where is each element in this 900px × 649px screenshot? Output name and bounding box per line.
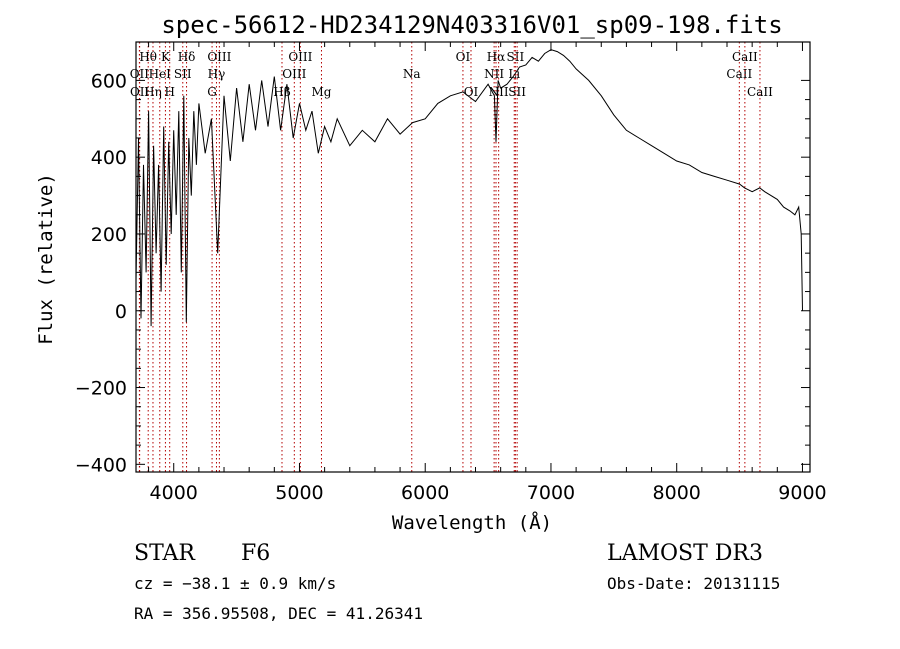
line-marker-label-21: NII <box>489 85 509 99</box>
y-tick-label: 200 <box>91 224 127 246</box>
x-tick-label: 9000 <box>778 482 826 504</box>
y-tick-label: 0 <box>115 301 127 323</box>
y-tick-label: 600 <box>91 70 127 92</box>
object-class: STAR <box>134 541 196 566</box>
line-marker-label-0: Hθ <box>139 50 157 64</box>
line-marker-label-27: CaII <box>747 85 773 99</box>
line-marker-label-16: Na <box>403 67 421 81</box>
line-marker-label-25: CaII <box>726 67 752 81</box>
line-marker-label-2: OII <box>130 85 150 99</box>
x-tick-label: 4000 <box>150 482 198 504</box>
spectral-line-markers: HθOIIOIIHηHeIKHSIIHδGHγOIIIHβOIIIOIIIMgN… <box>130 42 773 472</box>
line-marker-label-15: Mg <box>311 85 331 99</box>
tick-labels: 4000 5000 6000 7000 8000 9000 −400 −200 0 200 400 6… <box>75 70 827 504</box>
y-tick-label: −200 <box>75 378 127 400</box>
line-marker-label-5: K <box>161 50 171 64</box>
line-marker-label-14: OIII <box>288 50 312 64</box>
spectral-subclass: F6 <box>241 541 270 566</box>
line-marker-label-26: CaII <box>732 50 758 64</box>
survey-release: LAMOST DR3 <box>607 541 763 566</box>
plot-frame <box>135 41 811 473</box>
line-marker-label-17: OI <box>456 50 471 64</box>
y-axis-label: Flux (relative) <box>35 173 57 345</box>
chart-title: spec-56612-HD234129N403316V01_sp09-198.f… <box>161 11 782 39</box>
line-marker-label-18: OI <box>464 85 479 99</box>
line-marker-label-13: OIII <box>282 67 306 81</box>
redshift-value: cz = −38.1 ± 0.9 km/s <box>134 574 336 593</box>
line-marker-label-6: H <box>164 85 174 99</box>
observation-date: Obs-Date: 20131115 <box>607 574 780 593</box>
x-axis-label: Wavelength (Å) <box>392 511 552 534</box>
x-tick-label: 8000 <box>653 482 701 504</box>
x-tick-label: 6000 <box>401 482 449 504</box>
line-marker-label-9: G <box>207 85 217 99</box>
line-marker-label-19: NII <box>484 67 504 81</box>
spectrum-line <box>135 49 803 327</box>
line-marker-label-7: SII <box>174 67 192 81</box>
x-tick-label: 5000 <box>275 482 323 504</box>
line-marker-label-3: Hη <box>144 85 162 99</box>
line-marker-label-23: SII <box>507 50 525 64</box>
x-tick-label: 7000 <box>527 482 575 504</box>
line-marker-label-20: Hα <box>487 50 506 64</box>
line-marker-label-24: SII <box>508 85 526 99</box>
line-marker-label-4: HeI <box>149 67 172 81</box>
sky-coordinates: RA = 356.95508, DEC = 41.26341 <box>134 604 423 623</box>
axis-ticks <box>136 42 810 472</box>
line-marker-label-10: Hγ <box>208 67 226 81</box>
line-marker-label-11: OIII <box>207 50 231 64</box>
y-tick-label: 400 <box>91 147 127 169</box>
y-tick-label: −400 <box>75 454 127 476</box>
line-marker-label-8: Hδ <box>178 50 196 64</box>
